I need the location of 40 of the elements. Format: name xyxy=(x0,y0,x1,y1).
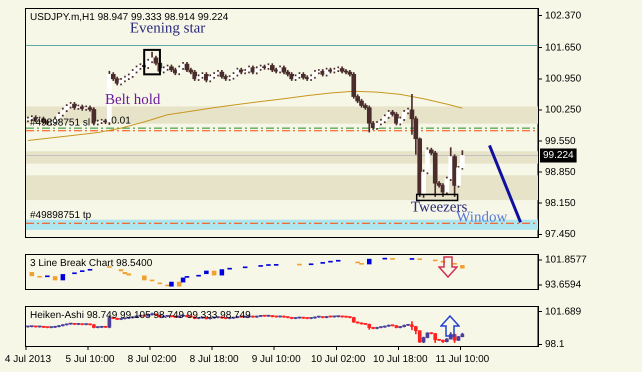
y-tick-label: 98.850 xyxy=(545,166,576,178)
bar xyxy=(220,269,224,276)
x-tick-label: 9 Jul 10:00 xyxy=(252,354,302,365)
x-tick-label: 10 Jul 18:00 xyxy=(373,354,428,365)
ref-line-label: #49898751 tp xyxy=(30,210,92,221)
y-tick-label: 93.6594 xyxy=(545,280,582,291)
bar xyxy=(460,265,465,269)
y-tick-label: 101.689 xyxy=(545,306,582,318)
bar xyxy=(212,270,216,276)
y-tick-label: 101.8577 xyxy=(545,254,588,266)
y-tick-label: 99.550 xyxy=(545,136,576,147)
x-tick-label: 10 Jul 02:00 xyxy=(310,354,366,365)
bar xyxy=(180,278,186,282)
bar xyxy=(142,275,147,280)
annotation: 0.01 xyxy=(111,115,132,126)
y-tick-label: 102.370 xyxy=(545,10,582,22)
x-tick-label: 5 Jul 10:00 xyxy=(66,354,115,365)
chart-title: 3 Line Break Chart 98.5400 xyxy=(30,258,153,269)
y-tick-label: 97.450 xyxy=(545,229,576,240)
bar xyxy=(176,282,182,287)
y-tick-label: 100.950 xyxy=(545,74,582,85)
x-tick-label: 8 Jul 18:00 xyxy=(190,354,240,365)
bar xyxy=(52,276,58,280)
y-tick-label: 98.150 xyxy=(545,198,576,209)
bar xyxy=(169,282,174,287)
bar xyxy=(60,274,66,280)
y-tick-label: 100.250 xyxy=(545,104,582,116)
ref-line-label: #49898751 sl xyxy=(30,118,90,129)
bar xyxy=(204,270,209,274)
x-tick-label: 8 Jul 02:00 xyxy=(128,354,177,365)
y-tick-label: 98.1 xyxy=(545,339,565,350)
y-tick-label: 101.650 xyxy=(545,42,582,54)
annotation: Evening star xyxy=(130,20,206,36)
ref-line-label: 99.224 xyxy=(543,150,574,162)
x-tick-label: 4 Jul 2013 xyxy=(4,354,52,365)
bar xyxy=(367,258,372,264)
bar xyxy=(30,272,34,276)
annotation: Belt hold xyxy=(104,92,161,108)
chart-title: USDJPY.m,H1 98.947 99.333 98.914 99.224 xyxy=(30,12,229,23)
x-tick-label: 11 Jul 10:00 xyxy=(435,354,490,365)
